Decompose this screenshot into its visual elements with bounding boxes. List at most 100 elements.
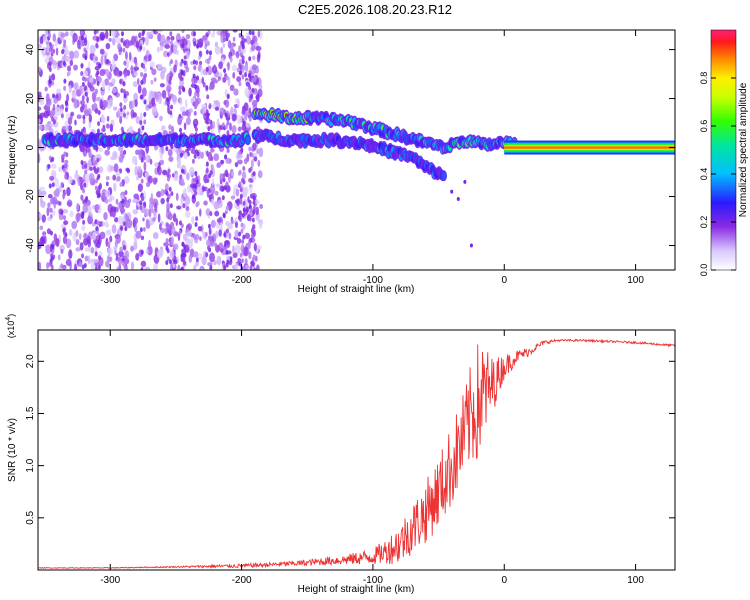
noise-speckle: [230, 195, 236, 200]
noise-speckle: [232, 252, 238, 259]
noise-streak: [250, 152, 254, 158]
noise-speckle: [114, 239, 118, 248]
noise-speckle: [119, 115, 123, 124]
noise-speckle: [183, 152, 188, 160]
noise-speckle: [201, 76, 205, 85]
noise-speckle: [79, 85, 83, 95]
noise-speckle: [220, 159, 225, 165]
noise-speckle: [127, 198, 132, 203]
noise-speckle: [104, 189, 111, 198]
noise-streak: [166, 256, 170, 262]
noise-speckle: [69, 210, 74, 218]
noise-streak: [205, 109, 209, 115]
noise-streak: [168, 50, 172, 56]
noise-speckle: [191, 216, 195, 224]
noise-streak: [94, 160, 98, 166]
noise-speckle: [87, 215, 93, 225]
noise-streak: [249, 265, 253, 270]
noise-streak: [192, 101, 196, 107]
noise-speckle: [142, 217, 145, 222]
noise-streak: [250, 260, 254, 266]
noise-streak: [81, 253, 85, 259]
noise-speckle: [216, 255, 222, 266]
noise-streak: [120, 88, 124, 94]
noise-speckle: [107, 85, 111, 92]
noise-streak: [166, 172, 170, 178]
noise-streak: [252, 254, 256, 260]
noise-speckle: [187, 223, 193, 231]
noise-speckle: [94, 185, 98, 191]
noise-streak: [61, 104, 65, 110]
noise-streak: [169, 75, 173, 81]
noise-speckle: [228, 232, 232, 240]
noise-speckle: [222, 173, 226, 178]
noise-speckle: [73, 82, 78, 90]
noise-streak: [60, 209, 64, 215]
noise-speckle: [91, 104, 95, 112]
noise-speckle: [79, 176, 82, 187]
noise-speckle: [105, 58, 110, 65]
noise-speckle: [182, 233, 188, 241]
noise-streak: [94, 219, 98, 225]
noise-speckle: [179, 76, 184, 82]
noise-speckle: [100, 128, 106, 133]
noise-speckle: [259, 84, 263, 90]
noise-speckle: [118, 51, 122, 56]
noise-streak: [140, 178, 144, 184]
noise-streak: [48, 61, 52, 67]
noise-speckle: [133, 240, 138, 251]
noise-speckle: [68, 175, 73, 184]
noise-speckle: [112, 57, 115, 67]
noise-speckle: [98, 147, 103, 153]
noise-speckle: [235, 98, 239, 104]
noise-streak: [248, 146, 252, 152]
noise-speckle: [119, 246, 124, 253]
spectrogram-xtick-label: -100: [363, 275, 383, 286]
noise-speckle: [39, 186, 45, 192]
noise-speckle: [162, 125, 166, 131]
noise-streak: [141, 125, 145, 131]
noise-speckle: [243, 246, 249, 257]
noise-speckle: [136, 205, 139, 210]
noise-speckle: [163, 50, 168, 58]
noise-speckle: [209, 185, 216, 195]
noise-streak: [223, 68, 227, 74]
spectrogram-ytick-label: -20: [25, 189, 36, 204]
noise-speckle: [177, 158, 182, 167]
noise-speckle: [71, 220, 78, 230]
spectrogram-frame: [37, 29, 676, 271]
noise-speckle: [150, 192, 154, 203]
noise-streak: [119, 102, 123, 108]
noise-speckle: [200, 266, 204, 270]
noise-speckle: [156, 30, 163, 33]
snr-xtick-label: 0: [501, 575, 507, 586]
noise-speckle: [126, 111, 130, 116]
noise-speckle: [216, 218, 222, 223]
noise-speckle: [201, 256, 207, 266]
noise-streak: [94, 251, 98, 257]
noise-speckle: [98, 182, 102, 190]
noise-streak: [178, 229, 182, 235]
noise-streak: [60, 263, 64, 269]
noise-streak: [96, 193, 100, 199]
noise-speckle: [73, 263, 78, 270]
noise-speckle: [96, 242, 101, 249]
noise-streak: [98, 255, 102, 261]
noise-speckle: [50, 163, 57, 169]
noise-speckle: [225, 116, 231, 121]
noise-speckle: [211, 198, 215, 206]
noise-speckle: [227, 39, 232, 49]
noise-speckle: [167, 105, 170, 115]
noise-speckle: [81, 225, 86, 232]
noise-speckle: [115, 170, 121, 177]
noise-streak: [139, 153, 143, 159]
noise-speckle: [94, 88, 98, 94]
noise-speckle: [216, 162, 222, 169]
noise-speckle: [236, 237, 242, 244]
noise-streak: [194, 190, 198, 196]
noise-streak: [80, 63, 84, 69]
noise-speckle: [63, 220, 69, 226]
noise-speckle: [105, 42, 111, 50]
noise-streak: [83, 38, 87, 44]
noise-speckle: [56, 88, 62, 94]
